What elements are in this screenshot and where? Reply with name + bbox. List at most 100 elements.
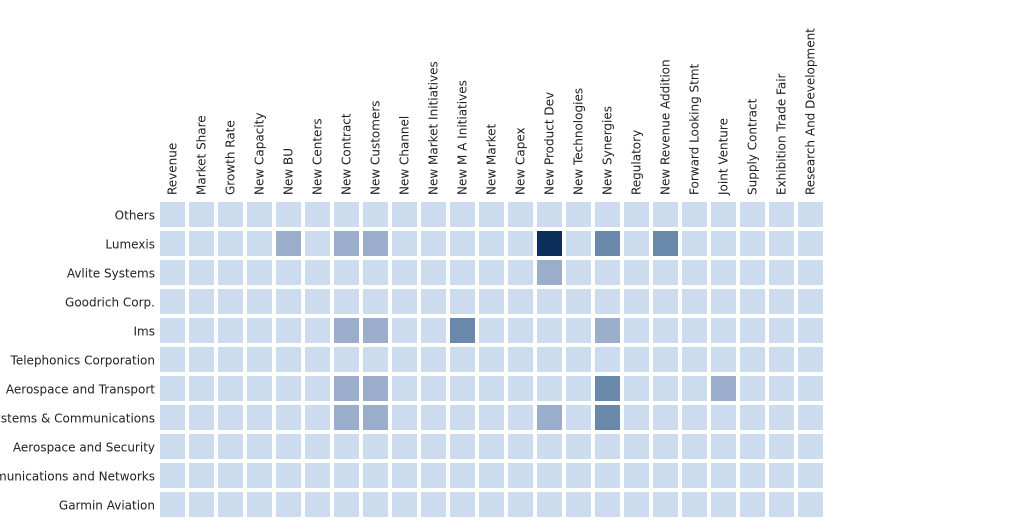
heatmap-cell	[450, 434, 475, 459]
heatmap-cell	[247, 347, 272, 372]
heatmap-cell	[711, 347, 736, 372]
heatmap-cell	[798, 492, 823, 517]
heatmap-cell	[450, 347, 475, 372]
heatmap-cell	[276, 202, 301, 227]
heatmap-cell	[392, 318, 417, 343]
heatmap-cell	[798, 260, 823, 285]
heatmap-cell	[595, 434, 620, 459]
heatmap-cell	[421, 318, 446, 343]
heatmap-cell	[392, 260, 417, 285]
heatmap-cell	[160, 492, 185, 517]
heatmap-cell	[421, 376, 446, 401]
heatmap-cell	[769, 405, 794, 430]
heatmap-cell	[450, 318, 475, 343]
heatmap-cell	[479, 463, 504, 488]
heatmap-cell	[653, 376, 678, 401]
heatmap-cell	[624, 376, 649, 401]
heatmap-cell	[653, 318, 678, 343]
heatmap-cell	[798, 376, 823, 401]
heatmap-cell	[769, 231, 794, 256]
heatmap-cell	[711, 260, 736, 285]
heatmap-cell	[566, 405, 591, 430]
heatmap-cell	[276, 318, 301, 343]
heatmap-cell	[305, 347, 330, 372]
heatmap-cell	[479, 347, 504, 372]
heatmap-cell	[276, 376, 301, 401]
heatmap-cell	[479, 202, 504, 227]
heatmap-cell	[653, 231, 678, 256]
heatmap-cell	[508, 289, 533, 314]
heatmap-cell	[421, 434, 446, 459]
x-tick-label: Exhibition Trade Fair	[775, 73, 789, 195]
heatmap-cell	[363, 405, 388, 430]
heatmap-cell	[363, 260, 388, 285]
heatmap-cell	[450, 405, 475, 430]
heatmap-cell	[218, 405, 243, 430]
heatmap-cell	[160, 202, 185, 227]
x-tick-label: New Synergies	[601, 106, 615, 195]
heatmap-cell	[595, 318, 620, 343]
heatmap-cell	[334, 463, 359, 488]
x-tick-label: New M A Initiatives	[456, 80, 470, 195]
heatmap-cell	[711, 318, 736, 343]
heatmap-cell	[711, 434, 736, 459]
heatmap-cell	[479, 260, 504, 285]
heatmap-cell	[566, 202, 591, 227]
heatmap-cell	[334, 231, 359, 256]
x-tick-label: Growth Rate	[224, 120, 238, 195]
heatmap-cell	[363, 347, 388, 372]
heatmap-cell	[769, 318, 794, 343]
heatmap-cell	[392, 463, 417, 488]
x-axis-labels: Revenue Market Share Growth Rate New Capaci…	[166, 28, 818, 196]
heatmap-cell	[624, 347, 649, 372]
heatmap-cell	[508, 202, 533, 227]
heatmap-cell	[218, 318, 243, 343]
heatmap-cell	[160, 289, 185, 314]
heatmap-cell	[566, 318, 591, 343]
heatmap-cell	[682, 318, 707, 343]
heatmap-cell	[769, 347, 794, 372]
heatmap-cell	[392, 202, 417, 227]
x-tick-label: Market Share	[195, 115, 209, 195]
heatmap-cell	[740, 434, 765, 459]
y-tick-label: Avlite Systems	[67, 267, 155, 281]
heatmap-cell	[421, 289, 446, 314]
heatmap-cell	[218, 231, 243, 256]
heatmap-cell	[624, 463, 649, 488]
heatmap-cell	[537, 318, 562, 343]
heatmap-cell	[537, 289, 562, 314]
heatmap-cell	[363, 202, 388, 227]
heatmap-cell	[653, 202, 678, 227]
heatmap-cell	[189, 260, 214, 285]
heatmap-cell	[450, 376, 475, 401]
heatmap-cell	[160, 318, 185, 343]
heatmap-cell	[218, 289, 243, 314]
heatmap-cell	[624, 318, 649, 343]
heatmap-cell	[769, 376, 794, 401]
heatmap-cell	[189, 405, 214, 430]
heatmap-cell	[537, 376, 562, 401]
heatmap-cell	[247, 492, 272, 517]
x-tick-label: New Channel	[398, 116, 412, 195]
heatmap-cell	[653, 463, 678, 488]
y-tick-label: Aerospace and Transport	[6, 383, 155, 397]
heatmap-cell	[682, 492, 707, 517]
x-tick-label: Revenue	[166, 143, 180, 195]
x-tick-label: New Customers	[369, 100, 383, 195]
heatmap-cell	[595, 202, 620, 227]
heatmap-cell	[189, 376, 214, 401]
heatmap-cell	[711, 492, 736, 517]
heatmap-cell	[363, 318, 388, 343]
heatmap-cell	[218, 202, 243, 227]
heatmap-cell	[421, 405, 446, 430]
heatmap-cell	[769, 289, 794, 314]
heatmap-cell	[682, 260, 707, 285]
x-tick-label: Forward Looking Stmt	[688, 63, 702, 195]
heatmap-cell	[798, 463, 823, 488]
heatmap-cell	[421, 260, 446, 285]
heatmap-cell	[334, 434, 359, 459]
heatmap-cell	[769, 463, 794, 488]
heatmap-cell	[682, 463, 707, 488]
heatmap-cell	[334, 260, 359, 285]
heatmap-cell	[276, 463, 301, 488]
